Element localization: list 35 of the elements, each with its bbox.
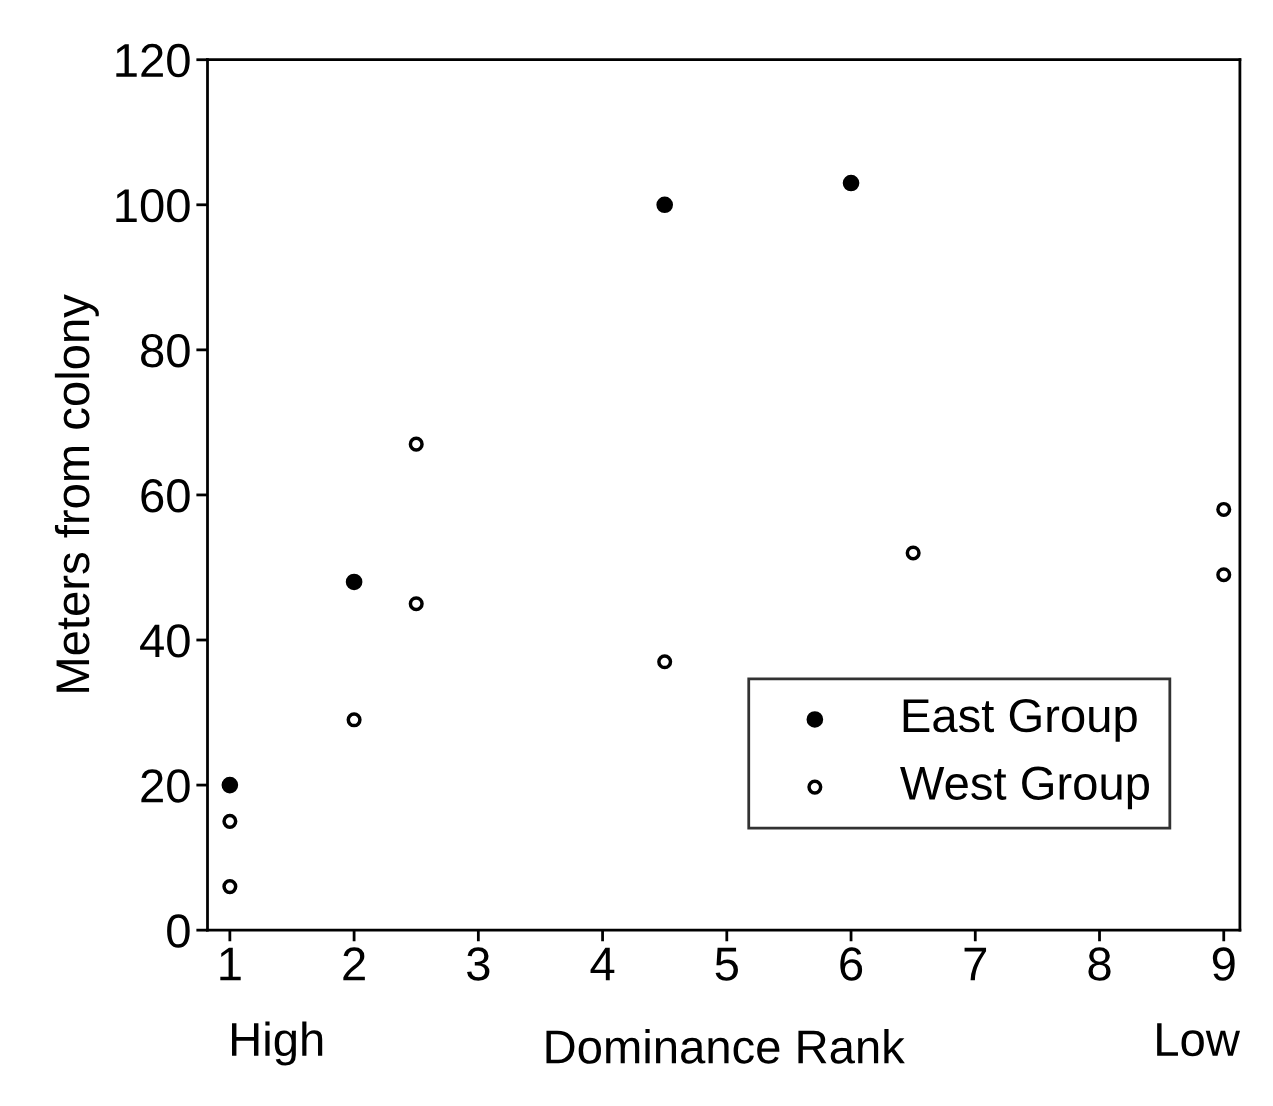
- x-tick-label: 7: [964, 947, 987, 981]
- legend-label: East Group: [903, 698, 1137, 742]
- y-tick-label: 120: [116, 43, 190, 78]
- point: [408, 436, 424, 452]
- text: Low: [1157, 1023, 1241, 1057]
- legend-label: West Group: [900, 766, 1149, 810]
- x-tick-label: 3: [467, 947, 490, 981]
- point: [346, 712, 362, 728]
- text: High: [232, 1021, 323, 1066]
- x-tick-label: 8: [1088, 947, 1111, 981]
- y-tick-label: 60: [141, 479, 190, 513]
- point: [222, 879, 238, 895]
- x-tick-label: 6: [840, 947, 863, 981]
- point: [1216, 567, 1232, 583]
- x-tick-label: 4: [590, 947, 615, 981]
- point: [842, 174, 860, 192]
- point: [408, 596, 424, 612]
- x-tick-label: 5: [715, 947, 738, 981]
- point: [657, 654, 673, 670]
- point: [345, 573, 363, 591]
- y-tick-label: 80: [141, 334, 190, 368]
- point: [1216, 501, 1232, 517]
- y-tick-label: 20: [141, 769, 190, 803]
- y-tick-label: 100: [116, 188, 190, 223]
- x-axis-title: Dominance Rank: [546, 1029, 905, 1064]
- x-tick-label: 9: [1212, 947, 1235, 981]
- point: [905, 545, 921, 561]
- point: [656, 196, 674, 214]
- point: [221, 776, 239, 794]
- x-tick-label: 2: [343, 947, 365, 981]
- y-axis-title: Meters from colony: [54, 294, 99, 692]
- y-tick-label: 0: [167, 914, 190, 948]
- x-tick-label: 1: [220, 947, 241, 981]
- point: [222, 813, 238, 829]
- y-tick-label: 40: [140, 624, 190, 658]
